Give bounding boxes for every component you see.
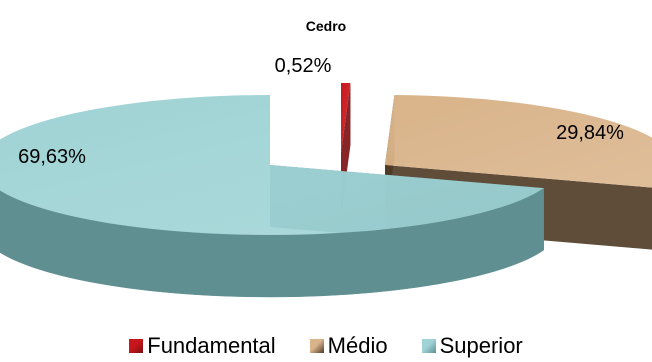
slice-superior: [0, 95, 544, 235]
legend-item-superior: Superior: [421, 333, 523, 359]
legend-label-fundamental: Fundamental: [147, 333, 276, 358]
legend: Fundamental Médio Superior: [0, 333, 652, 359]
legend-swatch-superior: [421, 339, 436, 353]
legend-label-superior: Superior: [439, 333, 523, 358]
slice-fundamental: [341, 83, 351, 153]
legend-item-fundamental: Fundamental: [129, 333, 276, 359]
data-label-fundamental: 0,52%: [275, 55, 332, 77]
data-label-superior: 69,63%: [18, 146, 86, 168]
legend-swatch-medio: [309, 339, 324, 353]
legend-swatch-fundamental: [129, 339, 144, 353]
slice-medio: [385, 95, 652, 188]
legend-label-medio: Médio: [327, 333, 388, 358]
legend-item-medio: Médio: [309, 333, 388, 359]
data-label-medio: 29,84%: [556, 122, 624, 144]
chart-subtitle: Cedro: [305, 18, 347, 34]
